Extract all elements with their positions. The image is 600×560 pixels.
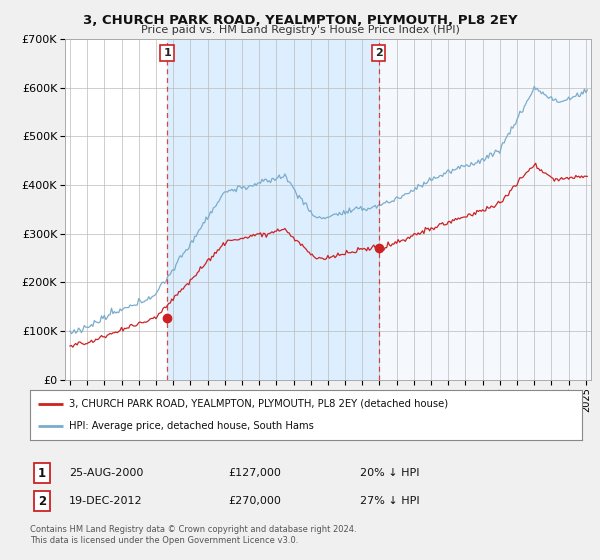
Text: 2: 2 <box>38 494 46 508</box>
Text: 2: 2 <box>375 48 383 58</box>
Text: 3, CHURCH PARK ROAD, YEALMPTON, PLYMOUTH, PL8 2EY (detached house): 3, CHURCH PARK ROAD, YEALMPTON, PLYMOUTH… <box>68 399 448 409</box>
Text: £127,000: £127,000 <box>228 468 281 478</box>
Text: 1: 1 <box>163 48 171 58</box>
Text: £270,000: £270,000 <box>228 496 281 506</box>
Text: 1: 1 <box>38 466 46 480</box>
Text: Price paid vs. HM Land Registry's House Price Index (HPI): Price paid vs. HM Land Registry's House … <box>140 25 460 35</box>
Bar <box>167 39 379 380</box>
Text: 20% ↓ HPI: 20% ↓ HPI <box>360 468 419 478</box>
Text: HPI: Average price, detached house, South Hams: HPI: Average price, detached house, Sout… <box>68 421 314 431</box>
Text: Contains HM Land Registry data © Crown copyright and database right 2024.
This d: Contains HM Land Registry data © Crown c… <box>30 525 356 545</box>
Text: 27% ↓ HPI: 27% ↓ HPI <box>360 496 419 506</box>
Text: 3, CHURCH PARK ROAD, YEALMPTON, PLYMOUTH, PL8 2EY: 3, CHURCH PARK ROAD, YEALMPTON, PLYMOUTH… <box>83 14 517 27</box>
Text: 25-AUG-2000: 25-AUG-2000 <box>69 468 143 478</box>
Text: 19-DEC-2012: 19-DEC-2012 <box>69 496 143 506</box>
Bar <box>379 39 591 380</box>
